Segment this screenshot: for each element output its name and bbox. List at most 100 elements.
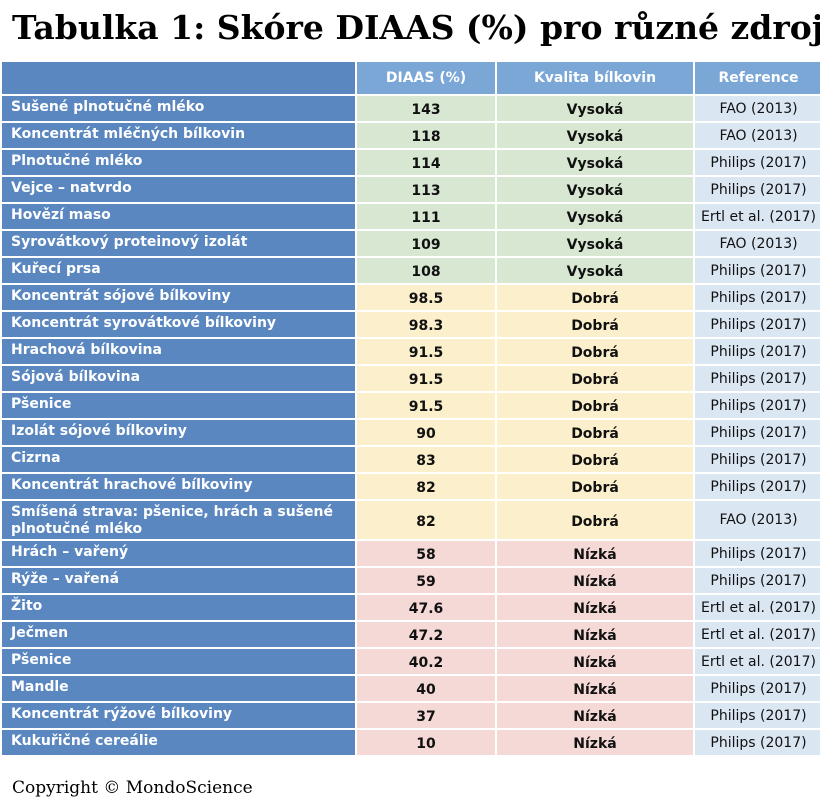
table-row: Hrachová bílkovina 91.5 Dobrá Philips (2017… [0, 337, 820, 366]
quality-label: Nízká [495, 566, 695, 595]
food-name: Vejce – natvrdo [0, 175, 357, 204]
food-name: Hrách – vařený [0, 539, 357, 568]
diaas-value: 98.5 [355, 283, 497, 312]
diaas-value: 111 [355, 202, 497, 231]
header-blank [0, 60, 357, 96]
reference: FAO (2013) [693, 229, 820, 258]
quality-label: Dobrá [495, 337, 695, 366]
quality-label: Dobrá [495, 418, 695, 447]
copyright: Copyright © MondoScience [12, 778, 253, 798]
diaas-value: 91.5 [355, 337, 497, 366]
table-row: Koncentrát hrachové bílkoviny 82 Dobrá Phil… [0, 472, 820, 501]
diaas-value: 83 [355, 445, 497, 474]
quality-label: Nízká [495, 620, 695, 649]
header-reference: Reference [693, 60, 820, 96]
quality-label: Dobrá [495, 310, 695, 339]
reference: Philips (2017) [693, 418, 820, 447]
reference: Philips (2017) [693, 175, 820, 204]
table-row: Plnotučné mléko 114 Vysoká Philips (2017) [0, 148, 820, 177]
food-name: Koncentrát mléčných bílkovin [0, 121, 357, 150]
quality-label: Vysoká [495, 121, 695, 150]
table-row: Kuřecí prsa 108 Vysoká Philips (2017) [0, 256, 820, 285]
food-name: Koncentrát rýžové bílkoviny [0, 701, 357, 730]
diaas-value: 91.5 [355, 391, 497, 420]
diaas-value: 108 [355, 256, 497, 285]
diaas-value: 47.2 [355, 620, 497, 649]
quality-label: Nízká [495, 593, 695, 622]
reference: Philips (2017) [693, 364, 820, 393]
food-name: Koncentrát hrachové bílkoviny [0, 472, 357, 501]
table-row: Hrách – vařený 58 Nízká Philips (2017) [0, 539, 820, 568]
reference: Philips (2017) [693, 701, 820, 730]
table-row: Hovězí maso 111 Vysoká Ertl et al. (2017) [0, 202, 820, 231]
food-name: Izolát sójové bílkoviny [0, 418, 357, 447]
header-diaas: DIAAS (%) [355, 60, 497, 96]
diaas-value: 91.5 [355, 364, 497, 393]
reference: Philips (2017) [693, 728, 820, 757]
reference: Ertl et al. (2017) [693, 647, 820, 676]
quality-label: Dobrá [495, 283, 695, 312]
food-name: Hovězí maso [0, 202, 357, 231]
reference: Philips (2017) [693, 472, 820, 501]
quality-label: Dobrá [495, 445, 695, 474]
table-row: Koncentrát sójové bílkoviny 98.5 Dobrá Phil… [0, 283, 820, 312]
quality-label: Nízká [495, 701, 695, 730]
diaas-value: 47.6 [355, 593, 497, 622]
reference: Ertl et al. (2017) [693, 202, 820, 231]
food-name: Kukuřičné cereálie [0, 728, 357, 757]
reference: FAO (2013) [693, 121, 820, 150]
diaas-table: DIAAS (%) Kvalita bílkovin Reference Suš… [0, 60, 820, 757]
diaas-value: 82 [355, 499, 497, 541]
table-row: Žito 47.6 Nízká Ertl et al. (2017) [0, 593, 820, 622]
quality-label: Nízká [495, 728, 695, 757]
header-row: DIAAS (%) Kvalita bílkovin Reference [0, 60, 820, 96]
reference: FAO (2013) [693, 499, 820, 541]
table-row: Koncentrát syrovátkové bílkoviny 98.3 Dobr… [0, 310, 820, 339]
diaas-value: 90 [355, 418, 497, 447]
quality-label: Vysoká [495, 94, 695, 123]
food-name: Koncentrát syrovátkové bílkoviny [0, 310, 357, 339]
table-row: Sójová bílkovina 91.5 Dobrá Philips (2017) [0, 364, 820, 393]
food-name: Kuřecí prsa [0, 256, 357, 285]
table-row: Cizrna 83 Dobrá Philips (2017) [0, 445, 820, 474]
table-row: Sušené plnotučné mléko 143 Vysoká FAO (2013… [0, 94, 820, 123]
quality-label: Vysoká [495, 202, 695, 231]
food-name: Cizrna [0, 445, 357, 474]
food-name: Hrachová bílkovina [0, 337, 357, 366]
table-row: Koncentrát rýžové bílkoviny 37 Nízká Philip… [0, 701, 820, 730]
food-name: Ječmen [0, 620, 357, 649]
quality-label: Vysoká [495, 256, 695, 285]
food-name: Pšenice [0, 647, 357, 676]
reference: FAO (2013) [693, 94, 820, 123]
quality-label: Nízká [495, 647, 695, 676]
diaas-value: 40.2 [355, 647, 497, 676]
reference: Philips (2017) [693, 283, 820, 312]
reference: Philips (2017) [693, 337, 820, 366]
food-name: Plnotučné mléko [0, 148, 357, 177]
quality-label: Vysoká [495, 229, 695, 258]
diaas-value: 10 [355, 728, 497, 757]
table-row: Koncentrát mléčných bílkovin 118 Vysoká FAO… [0, 121, 820, 150]
table-row: Pšenice 91.5 Dobrá Philips (2017) [0, 391, 820, 420]
diaas-value: 118 [355, 121, 497, 150]
diaas-value: 113 [355, 175, 497, 204]
table-row: Syrovátkový proteinový izolát 109 Vysoká FA… [0, 229, 820, 258]
reference: Philips (2017) [693, 256, 820, 285]
food-name: Rýže – vařená [0, 566, 357, 595]
table-row: Izolát sójové bílkoviny 90 Dobrá Philips (2… [0, 418, 820, 447]
diaas-value: 109 [355, 229, 497, 258]
diaas-value: 59 [355, 566, 497, 595]
diaas-value: 143 [355, 94, 497, 123]
quality-label: Vysoká [495, 175, 695, 204]
table-row: Pšenice 40.2 Nízká Ertl et al. (2017) [0, 647, 820, 676]
reference: Ertl et al. (2017) [693, 593, 820, 622]
table-row: Rýže – vařená 59 Nízká Philips (2017) [0, 566, 820, 595]
diaas-value: 40 [355, 674, 497, 703]
quality-label: Vysoká [495, 148, 695, 177]
reference: Ertl et al. (2017) [693, 620, 820, 649]
diaas-value: 37 [355, 701, 497, 730]
reference: Philips (2017) [693, 445, 820, 474]
reference: Philips (2017) [693, 539, 820, 568]
diaas-value: 114 [355, 148, 497, 177]
diaas-value: 82 [355, 472, 497, 501]
